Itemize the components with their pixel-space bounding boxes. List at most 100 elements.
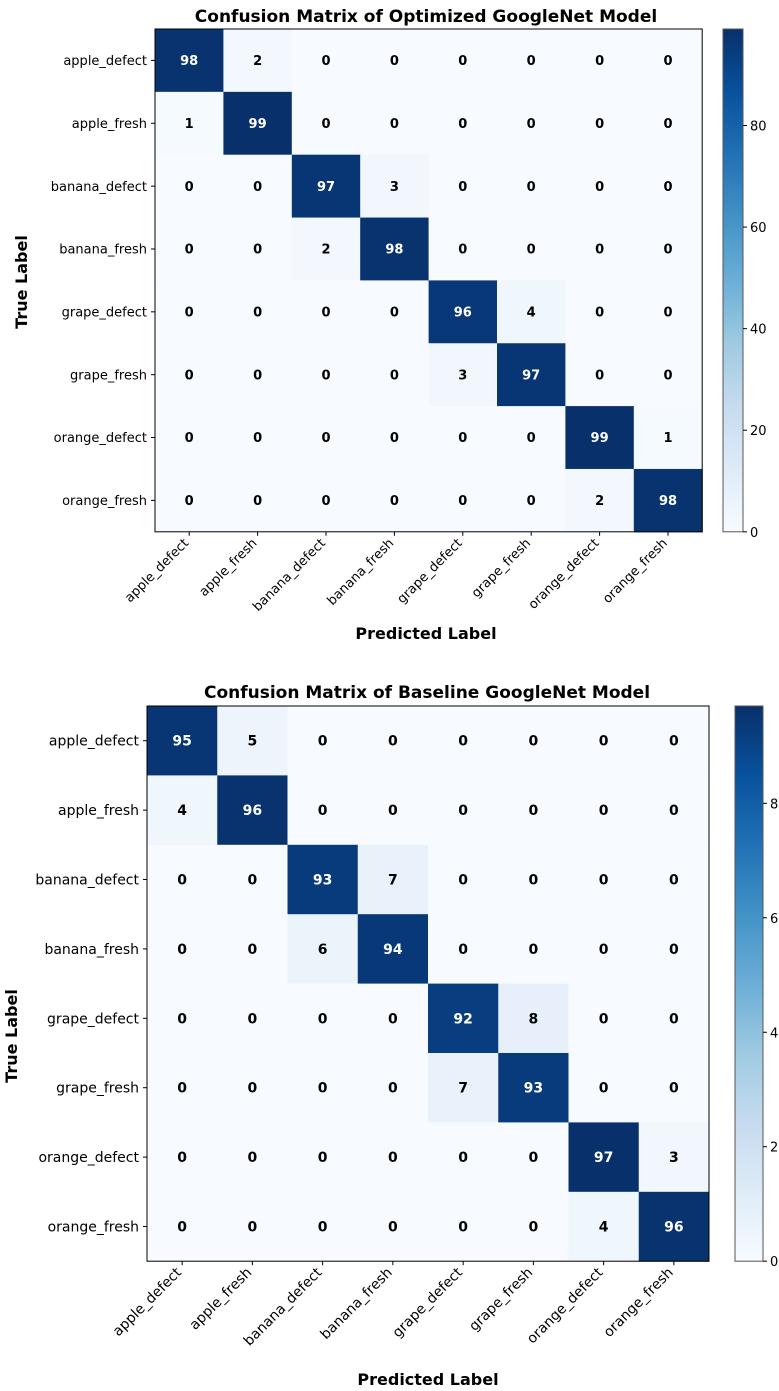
cell-value-label: 0 (185, 494, 194, 509)
heatmap-cell (147, 914, 218, 985)
x-axis-label: Predicted Label (355, 624, 496, 643)
y-tick-label: orange_fresh (48, 1220, 139, 1236)
cell-value-label: 0 (388, 1011, 398, 1027)
colorbar-gradient (722, 28, 744, 533)
cell-value-label: 0 (527, 243, 536, 258)
heatmap-cell (428, 154, 498, 219)
colorbar-tick-label: 20 (750, 424, 767, 439)
y-tick-label: orange_fresh (62, 494, 147, 509)
heatmap-cell (223, 343, 293, 407)
heatmap-cell (291, 343, 361, 407)
heatmap-cell (155, 217, 224, 281)
heatmap-cell (287, 914, 359, 985)
heatmap-cell (428, 844, 499, 915)
heatmap-cells: 98 2 0 0 0 0 0 0 1 99 0 0 0 0 0 0 0 0 97 3 0 0 0 0 0 0 2 98 0 0 0 0 0 0 0 0… (155, 29, 703, 533)
heatmap-cell (357, 983, 429, 1054)
cell-value-label: 99 (249, 117, 267, 132)
heatmap-cell (291, 154, 361, 219)
heatmap-cell (568, 1053, 640, 1123)
cell-value-label: 0 (388, 1081, 398, 1097)
x-tick-label: orange_defect (524, 1264, 607, 1347)
cell-value-label: 0 (527, 494, 536, 509)
heatmap-cell (497, 343, 566, 407)
heatmap-cell (565, 29, 635, 93)
y-tick-label: grape_fresh (56, 1081, 139, 1097)
cell-value-label: 3 (390, 180, 399, 195)
plot-frame (154, 28, 703, 533)
y-tick-label: apple_defect (63, 54, 147, 69)
heatmap-cell (638, 983, 710, 1054)
cell-value-label: 96 (664, 1220, 683, 1236)
heatmap-cell (155, 91, 224, 156)
heatmap-cell (633, 217, 703, 281)
cell-value-label: 5 (248, 734, 258, 750)
cell-value-label: 0 (321, 306, 330, 321)
y-tick-label: orange_defect (54, 431, 147, 446)
heatmap-cell (568, 844, 640, 915)
heatmap-cell (360, 406, 430, 470)
heatmap-cell (287, 706, 359, 776)
heatmap-cell (498, 775, 569, 846)
cell-value-label: 0 (458, 873, 468, 889)
heatmap-cell (565, 343, 635, 407)
cell-value-label: 98 (659, 494, 677, 509)
heatmap-cell (287, 775, 359, 846)
cell-value-label: 0 (390, 368, 399, 383)
heatmap-cell (633, 154, 703, 219)
cell-value-label: 0 (177, 1150, 187, 1166)
x-tick-label: grape_fresh (469, 536, 534, 601)
x-tick-label: apple_defect (110, 1264, 185, 1339)
heatmap-cell (638, 1053, 710, 1123)
heatmap-cell (565, 406, 635, 470)
cell-value-label: 0 (669, 734, 679, 750)
heatmap-cell (498, 706, 569, 776)
heatmap-cell (357, 914, 429, 985)
heatmap-cell (633, 91, 703, 156)
cell-value-label: 93 (524, 1081, 543, 1097)
cell-value-label: 0 (185, 368, 194, 383)
chart-title: Confusion Matrix of Optimized GoogleNet … (195, 7, 657, 27)
cell-value-label: 0 (669, 1081, 679, 1097)
cell-value-label: 0 (529, 1220, 539, 1236)
cell-value-label: 96 (454, 306, 472, 321)
heatmap-cell (498, 983, 569, 1054)
cell-value-label: 0 (253, 306, 262, 321)
cell-value-label: 0 (390, 117, 399, 132)
heatmap-cell (633, 406, 703, 470)
heatmap-cell (497, 280, 566, 344)
heatmap-cell (565, 91, 635, 156)
y-tick-label: apple_defect (49, 734, 140, 750)
x-tick-labels: apple_defect apple_freshbanana_defectbana… (122, 531, 671, 615)
cell-value-label: 0 (527, 180, 536, 195)
cell-value-label: 0 (318, 1220, 328, 1236)
cell-value-label: 0 (185, 306, 194, 321)
heatmap-cell (217, 1053, 288, 1123)
cell-value-label: 0 (595, 368, 604, 383)
y-tick-labels: apple_defect apple_fresh banana_defectbana… (51, 54, 155, 509)
cell-value-label: 0 (318, 1150, 328, 1166)
x-axis-label: Predicted Label (357, 1370, 498, 1389)
cell-value-label: 95 (172, 734, 191, 750)
y-tick-labels: apple_defect apple_fresh banana_defectbana… (35, 734, 147, 1236)
cell-value-label: 0 (599, 803, 609, 819)
cell-value-label: 94 (383, 942, 403, 958)
cell-value-label: 0 (663, 117, 672, 132)
heatmap-cell (638, 706, 710, 776)
cell-value-label: 0 (669, 803, 679, 819)
heatmap-cell (360, 154, 430, 219)
heatmap-cell (360, 217, 430, 281)
cell-value-label: 93 (313, 873, 332, 889)
heatmap-cell (360, 91, 430, 156)
heatmap-cell (498, 1191, 569, 1262)
cell-value-label: 0 (248, 942, 258, 958)
heatmap-cell (497, 406, 566, 470)
chart-baseline: Confusion Matrix of Baseline GoogleNet M… (2, 683, 778, 1389)
x-tick-label: grape_defect (395, 536, 466, 607)
cell-value-label: 0 (527, 54, 536, 69)
heatmap-cell (223, 217, 293, 281)
cell-value-label: 3 (669, 1150, 679, 1166)
heatmap-cell (638, 1122, 710, 1193)
x-tick-label: banana_defect (250, 536, 329, 615)
cell-value-label: 0 (529, 942, 539, 958)
